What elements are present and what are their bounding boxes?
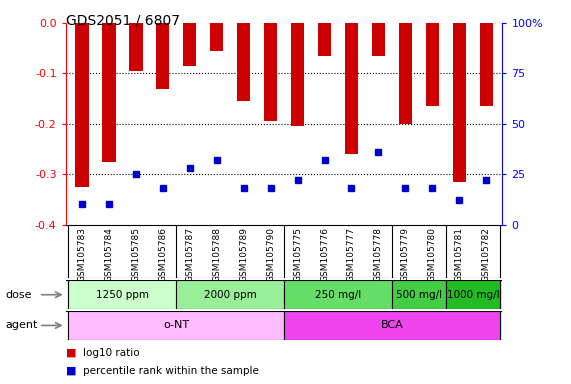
Bar — [75, 23, 89, 187]
Text: GSM105781: GSM105781 — [455, 227, 464, 282]
Text: dose: dose — [6, 290, 32, 300]
Text: 1250 ppm: 1250 ppm — [96, 290, 149, 300]
Bar — [284, 280, 392, 309]
Text: GSM105777: GSM105777 — [347, 227, 356, 282]
Bar — [446, 280, 500, 309]
Text: GSM105785: GSM105785 — [131, 227, 140, 282]
Text: GDS2051 / 6807: GDS2051 / 6807 — [66, 13, 180, 27]
Text: percentile rank within the sample: percentile rank within the sample — [83, 366, 259, 376]
Text: GSM105784: GSM105784 — [104, 227, 113, 282]
Bar — [399, 23, 412, 124]
Text: agent: agent — [6, 320, 38, 331]
Bar — [264, 23, 278, 121]
Bar — [372, 23, 385, 56]
Text: GSM105779: GSM105779 — [401, 227, 410, 282]
Text: GSM105776: GSM105776 — [320, 227, 329, 282]
Bar — [69, 311, 284, 340]
Text: GSM105782: GSM105782 — [482, 227, 491, 282]
Bar — [156, 23, 170, 89]
Text: GSM105788: GSM105788 — [212, 227, 221, 282]
Text: GSM105780: GSM105780 — [428, 227, 437, 282]
Text: 2000 ppm: 2000 ppm — [204, 290, 256, 300]
Text: ■: ■ — [66, 348, 76, 358]
Text: GSM105787: GSM105787 — [185, 227, 194, 282]
Text: GSM105789: GSM105789 — [239, 227, 248, 282]
Text: ■: ■ — [66, 366, 76, 376]
Bar — [237, 23, 250, 101]
Text: 500 mg/l: 500 mg/l — [396, 290, 442, 300]
Text: BCA: BCA — [380, 320, 403, 331]
Text: 1000 mg/l: 1000 mg/l — [447, 290, 499, 300]
Bar — [102, 23, 115, 162]
Bar — [453, 23, 466, 182]
Text: GSM105786: GSM105786 — [158, 227, 167, 282]
Bar — [176, 280, 284, 309]
Text: GSM105778: GSM105778 — [374, 227, 383, 282]
Bar — [183, 23, 196, 66]
Text: log10 ratio: log10 ratio — [83, 348, 139, 358]
Bar — [425, 23, 439, 106]
Text: o-NT: o-NT — [163, 320, 189, 331]
Bar — [480, 23, 493, 106]
Bar — [392, 280, 446, 309]
Bar — [69, 280, 176, 309]
Text: GSM105783: GSM105783 — [77, 227, 86, 282]
Text: GSM105790: GSM105790 — [266, 227, 275, 282]
Bar — [210, 23, 223, 51]
Text: 250 mg/l: 250 mg/l — [315, 290, 361, 300]
Text: GSM105775: GSM105775 — [293, 227, 302, 282]
Bar — [291, 23, 304, 126]
Bar — [345, 23, 358, 154]
Bar — [284, 311, 500, 340]
Bar — [318, 23, 331, 56]
Bar — [129, 23, 143, 71]
